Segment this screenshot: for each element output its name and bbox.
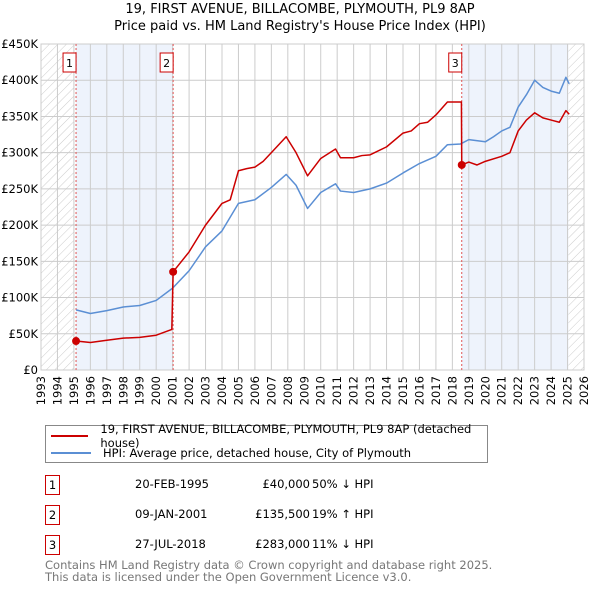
x-tick-label: 2024 <box>544 376 558 405</box>
sale-date: 09-JAN-2001 <box>135 507 208 521</box>
x-tick-label: 2018 <box>445 376 459 405</box>
sale-marker-box <box>448 52 463 73</box>
sale-marker-box <box>159 52 174 73</box>
sale-marker-label: 1 <box>45 475 60 495</box>
legend: 19, FIRST AVENUE, BILLACOMBE, PLYMOUTH, … <box>45 422 488 463</box>
y-tick-label: £450K <box>1 37 38 51</box>
x-tick-label: 2001 <box>166 376 180 405</box>
x-tick-label: 2008 <box>281 376 295 405</box>
legend-swatch-blue <box>51 452 91 454</box>
sale-price: £283,000 <box>255 537 310 551</box>
footer-licence: This data is licensed under the Open Gov… <box>45 570 412 584</box>
property-price-line <box>75 101 570 344</box>
y-tick-label: £150K <box>1 254 38 268</box>
sale-price: £40,000 <box>262 477 310 491</box>
x-tick-label: 2021 <box>495 376 509 405</box>
legend-swatch-red <box>51 435 89 437</box>
legend-label: HPI: Average price, detached house, City… <box>103 446 412 460</box>
sale-point <box>457 160 466 169</box>
hatched-period <box>568 44 584 370</box>
sale-date: 20-FEB-1995 <box>135 477 209 491</box>
x-tick-label: 2007 <box>264 376 278 405</box>
legend-item-property: 19, FIRST AVENUE, BILLACOMBE, PLYMOUTH, … <box>46 422 487 450</box>
legend-label: 19, FIRST AVENUE, BILLACOMBE, PLYMOUTH, … <box>100 422 472 450</box>
x-tick-label: 1996 <box>83 376 97 405</box>
x-tick-label: 2009 <box>297 376 311 405</box>
chart-title: 19, FIRST AVENUE, BILLACOMBE, PLYMOUTH, … <box>125 2 475 17</box>
y-tick-label: £0 <box>23 363 38 377</box>
x-tick-label: 2023 <box>528 376 542 405</box>
x-tick-label: 2025 <box>561 376 575 405</box>
x-tick-label: 2015 <box>396 376 410 405</box>
x-tick-label: 1999 <box>133 376 147 405</box>
x-tick-label: 2014 <box>380 376 394 405</box>
shaded-period <box>461 44 569 370</box>
x-tick-label: 2012 <box>347 376 361 405</box>
hpi-line <box>75 76 570 315</box>
x-tick-label: 2020 <box>478 376 492 405</box>
y-tick-label: £200K <box>1 218 38 232</box>
table-row: 3 27-JUL-2018 £283,000 11% ↓ HPI <box>45 535 445 555</box>
sale-hpi-diff: 19% ↑ HPI <box>312 507 374 521</box>
x-tick-label: 2017 <box>429 376 443 405</box>
x-tick-label: 1997 <box>100 376 114 405</box>
x-tick-label: 1998 <box>116 376 130 405</box>
sale-price: £135,500 <box>255 507 310 521</box>
x-tick-label: 1993 <box>34 376 48 405</box>
table-row: 2 09-JAN-2001 £135,500 19% ↑ HPI <box>45 505 445 525</box>
x-tick-label: 2026 <box>577 376 591 405</box>
footer-copyright: Contains HM Land Registry data © Crown c… <box>45 558 493 572</box>
x-tick-label: 1994 <box>50 376 64 405</box>
x-tick-label: 2019 <box>462 376 476 405</box>
plot-border <box>40 43 585 371</box>
sale-marker-label: 2 <box>45 505 60 525</box>
y-tick-label: £50K <box>9 327 39 341</box>
sale-marker-number: 1 <box>66 57 73 70</box>
x-tick-label: 2005 <box>231 376 245 405</box>
shaded-period <box>76 44 174 370</box>
sale-marker-number: 3 <box>452 57 459 70</box>
y-tick-label: £350K <box>1 109 38 123</box>
x-tick-label: 2013 <box>363 376 377 405</box>
chart-subtitle: Price paid vs. HM Land Registry's House … <box>114 19 486 34</box>
legend-item-hpi: HPI: Average price, detached house, City… <box>46 445 411 461</box>
x-tick-label: 2000 <box>149 376 163 405</box>
y-tick-label: £100K <box>1 291 38 305</box>
sale-point <box>169 267 178 276</box>
price-chart: 1993 1994 1995 1996 1997 1998 1999 2000 2001 2002… <box>1 37 591 405</box>
sale-hpi-diff: 11% ↓ HPI <box>312 537 374 551</box>
x-tick-label: 2016 <box>412 376 426 405</box>
x-tick-label: 2006 <box>248 376 262 405</box>
y-tick-label: £300K <box>1 146 38 160</box>
y-tick-label: £400K <box>1 73 38 87</box>
x-tick-label: 1995 <box>67 376 81 405</box>
x-tick-label: 2004 <box>215 376 229 405</box>
sale-point <box>72 337 81 346</box>
x-tick-label: 2010 <box>314 376 328 405</box>
y-tick-label: £250K <box>1 182 38 196</box>
x-tick-label: 2022 <box>511 376 525 405</box>
sale-hpi-diff: 50% ↓ HPI <box>312 477 374 491</box>
x-tick-label: 2003 <box>199 376 213 405</box>
sale-date: 27-JUL-2018 <box>135 537 206 551</box>
sale-marker-number: 2 <box>163 57 170 70</box>
sale-marker-label: 3 <box>45 535 60 555</box>
x-tick-label: 2002 <box>182 376 196 405</box>
sale-marker-box <box>62 52 77 73</box>
table-row: 1 20-FEB-1995 £40,000 50% ↓ HPI <box>45 475 445 495</box>
x-tick-label: 2011 <box>330 376 344 405</box>
